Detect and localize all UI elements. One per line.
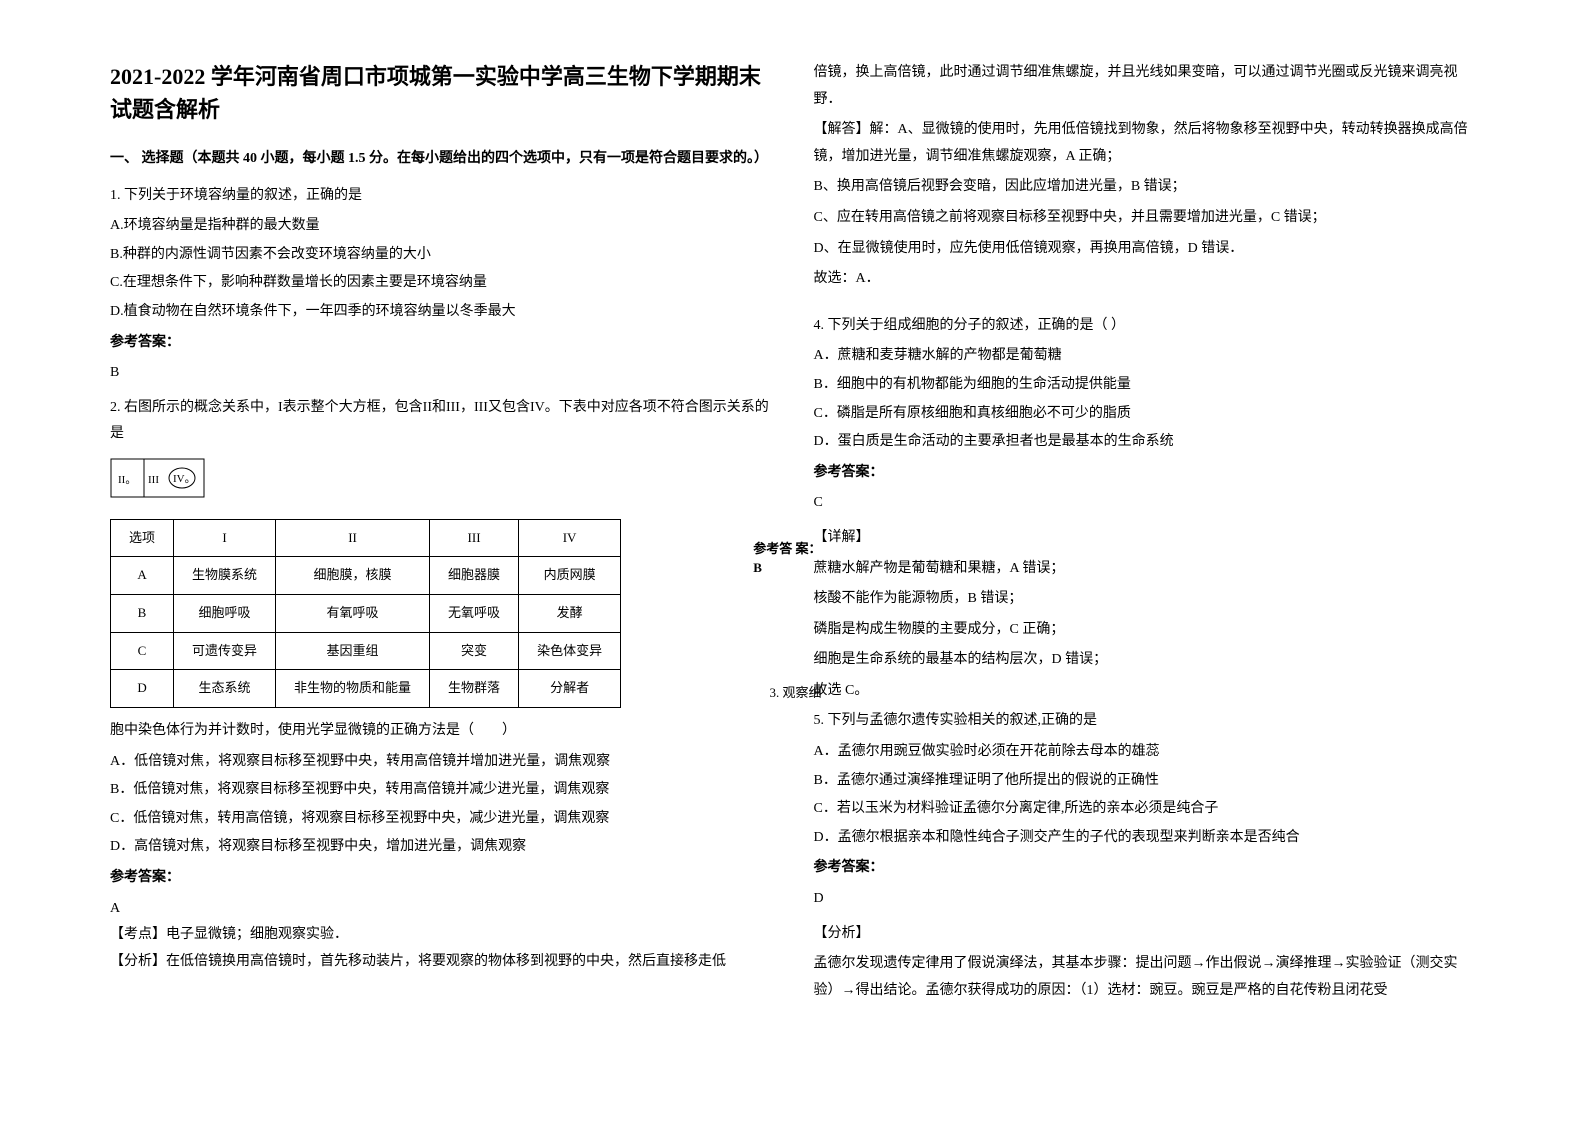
q4-option-b: B．细胞中的有机物都能为细胞的生命活动提供能量 bbox=[814, 372, 1478, 399]
q4-detail-3: 磷脂是构成生物膜的主要成分，C 正确； bbox=[814, 617, 1478, 644]
q4-stem: 4. 下列关于组成细胞的分子的叙述，正确的是（ ） bbox=[814, 313, 1478, 340]
q3-right-cont1: 倍镜，换上高倍镜，此时通过调节细准焦螺旋，并且光线如果变暗，可以通过调节光圈或反… bbox=[814, 60, 1478, 113]
q1-option-a: A.环境容纳量是指种群的最大数量 bbox=[110, 213, 774, 240]
q2-side-answer: 参考答 案： B bbox=[753, 539, 821, 578]
q2-stem: 2. 右图所示的概念关系中，I表示整个大方框，包含II和III，III又包含IV… bbox=[110, 395, 774, 448]
th-i: I bbox=[174, 519, 276, 557]
q3-solve-b: B、换用高倍镜后视野会变暗，因此应增加进光量，B 错误； bbox=[814, 174, 1478, 201]
q1-option-c: C.在理想条件下，影响种群数量增长的因素主要是环境容纳量 bbox=[110, 270, 774, 297]
q5-option-a: A．孟德尔用豌豆做实验时必须在开花前除去母本的雄蕊 bbox=[814, 739, 1478, 766]
th-ii: II bbox=[276, 519, 430, 557]
q4-answer: C bbox=[814, 490, 1478, 517]
table-row: C 可遗传变异 基因重组 突变 染色体变异 bbox=[111, 632, 621, 670]
q3-option-a: A．低倍镜对焦，将观察目标移至视野中央，转用高倍镜并增加进光量，调焦观察 bbox=[110, 749, 774, 776]
q2-relation-diagram: II。 III IV。 bbox=[110, 458, 774, 509]
q3-solve-c: C、应在转用高倍镜之前将观察目标移至视野中央，并且需要增加进光量，C 错误； bbox=[814, 205, 1478, 232]
q2-table-wrap: 选项 I II III IV A 生物膜系统 细胞膜，核膜 细胞器膜 内质网膜 … bbox=[110, 519, 774, 708]
table-row: D 生态系统 非生物的物质和能量 生物群落 分解者 bbox=[111, 670, 621, 708]
q5-analysis: 孟德尔发现遗传定律用了假说演绎法，其基本步骤：提出问题→作出假说→演绎推理→实验… bbox=[814, 951, 1478, 1004]
q4-answer-label: 参考答案： bbox=[814, 460, 1478, 487]
q5-answer: D bbox=[814, 886, 1478, 913]
th-iii: III bbox=[430, 519, 519, 557]
left-column: 2021-2022 学年河南省周口市项城第一实验中学高三生物下学期期末试题含解析… bbox=[90, 60, 794, 1062]
q3-exam-point: 【考点】电子显微镜；细胞观察实验． bbox=[110, 922, 774, 949]
q4-detail-2: 核酸不能作为能源物质，B 错误； bbox=[814, 586, 1478, 613]
q4-detail-5: 故选 C。 bbox=[814, 678, 1478, 705]
q2-table: 选项 I II III IV A 生物膜系统 细胞膜，核膜 细胞器膜 内质网膜 … bbox=[110, 519, 621, 708]
q4-detail-label: 【详解】 bbox=[814, 525, 1478, 552]
th-iv: IV bbox=[519, 519, 621, 557]
q1-answer-label: 参考答案： bbox=[110, 330, 774, 357]
q1-answer: B bbox=[110, 360, 774, 387]
q3-option-c: C．低倍镜对焦，转用高倍镜，将观察目标移至视野中央，减少进光量，调焦观察 bbox=[110, 806, 774, 833]
table-row: A 生物膜系统 细胞膜，核膜 细胞器膜 内质网膜 bbox=[111, 557, 621, 595]
diagram-label-ii: II。 bbox=[118, 474, 136, 486]
table-row: B 细胞呼吸 有氧呼吸 无氧呼吸 发酵 bbox=[111, 594, 621, 632]
right-column: 倍镜，换上高倍镜，此时通过调节细准焦螺旋，并且光线如果变暗，可以通过调节光圈或反… bbox=[794, 60, 1498, 1062]
q3-solve-a: 【解答】解：A、显微镜的使用时，先用低倍镜找到物象，然后将物象移至视野中央，转动… bbox=[814, 117, 1478, 170]
q3-side-start: 3. 观察细 bbox=[769, 681, 821, 706]
q3-option-b: B．低倍镜对焦，将观察目标移至视野中央，转用高倍镜并减少进光量，调焦观察 bbox=[110, 777, 774, 804]
q5-answer-label: 参考答案： bbox=[814, 855, 1478, 882]
q5-option-b: B．孟德尔通过演绎推理证明了他所提出的假说的正确性 bbox=[814, 768, 1478, 795]
q4-option-d: D．蛋白质是生命活动的主要承担者也是最基本的生命系统 bbox=[814, 429, 1478, 456]
q5-analysis-label: 【分析】 bbox=[814, 921, 1478, 948]
q1-option-d: D.植食动物在自然环境条件下，一年四季的环境容纳量以冬季最大 bbox=[110, 299, 774, 326]
diagram-label-iii: III bbox=[148, 474, 159, 486]
section-header: 一、 选择题（本题共 40 小题，每小题 1.5 分。在每小题给出的四个选项中，… bbox=[110, 146, 774, 173]
diagram-label-iv: IV。 bbox=[173, 473, 196, 485]
q3-continuation: 胞中染色体行为并计数时，使用光学显微镜的正确方法是（ ） bbox=[110, 718, 774, 745]
q4-detail-1: 蔗糖水解产物是葡萄糖和果糖，A 错误； bbox=[814, 556, 1478, 583]
q3-answer: A bbox=[110, 896, 774, 923]
q1-option-b: B.种群的内源性调节因素不会改变环境容纳量的大小 bbox=[110, 242, 774, 269]
q5-stem: 5. 下列与孟德尔遗传实验相关的叙述,正确的是 bbox=[814, 708, 1478, 735]
document-title: 2021-2022 学年河南省周口市项城第一实验中学高三生物下学期期末试题含解析 bbox=[110, 60, 774, 126]
table-header-row: 选项 I II III IV bbox=[111, 519, 621, 557]
q3-option-d: D．高倍镜对焦，将观察目标移至视野中央，增加进光量，调焦观察 bbox=[110, 834, 774, 861]
q4-option-a: A．蔗糖和麦芽糖水解的产物都是葡萄糖 bbox=[814, 343, 1478, 370]
q4-detail-4: 细胞是生命系统的最基本的结构层次，D 错误； bbox=[814, 647, 1478, 674]
q5-option-c: C．若以玉米为材料验证孟德尔分离定律,所选的亲本必须是纯合子 bbox=[814, 796, 1478, 823]
th-option: 选项 bbox=[111, 519, 174, 557]
q3-answer-label: 参考答案： bbox=[110, 865, 774, 892]
q3-solve-d: D、在显微镜使用时，应先使用低倍镜观察，再换用高倍镜，D 错误． bbox=[814, 236, 1478, 263]
q3-analysis: 【分析】在低倍镜换用高倍镜时，首先移动装片，将要观察的物体移到视野的中央，然后直… bbox=[110, 949, 774, 976]
q1-stem: 1. 下列关于环境容纳量的叙述，正确的是 bbox=[110, 183, 774, 210]
q4-option-c: C．磷脂是所有原核细胞和真核细胞必不可少的脂质 bbox=[814, 401, 1478, 428]
q5-option-d: D．孟德尔根据亲本和隐性纯合子测交产生的子代的表现型来判断亲本是否纯合 bbox=[814, 825, 1478, 852]
q3-therefore: 故选：A． bbox=[814, 266, 1478, 293]
